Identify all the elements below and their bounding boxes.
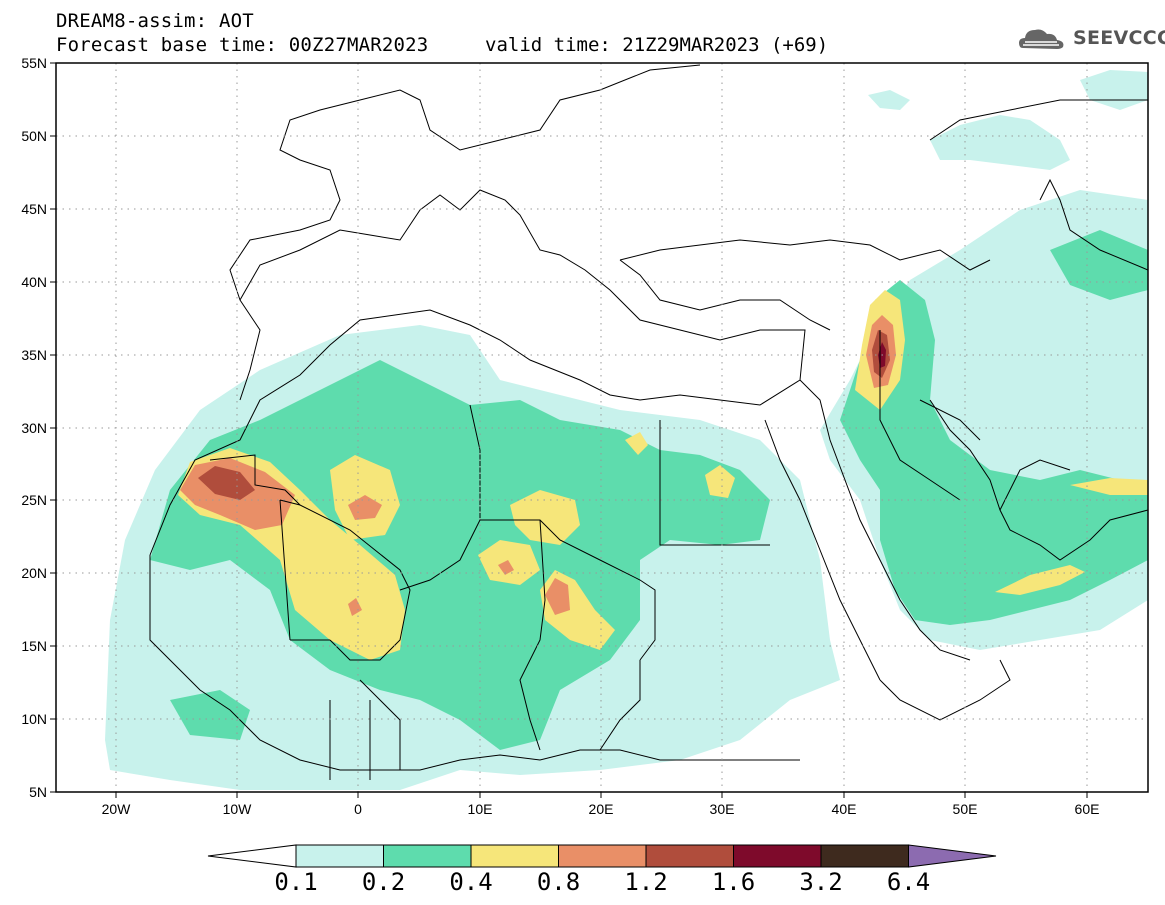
lon-label-50e: 50E <box>953 801 978 817</box>
lat-label-40n: 40N <box>21 274 47 290</box>
lon-label-10e: 10E <box>468 801 493 817</box>
forecast-base-time: Forecast base time: 00Z27MAR2023 <box>56 34 429 56</box>
colorbar-under-arrow <box>207 844 297 868</box>
axis-ticks <box>50 62 1088 798</box>
colorbar-seg-0 <box>295 844 384 868</box>
lon-label-10w: 10W <box>223 801 253 817</box>
logo-text: SEEVCCC <box>1073 27 1165 49</box>
colorbar-label-3.2: 3.2 <box>799 868 843 896</box>
lat-label-25n: 25N <box>21 492 47 508</box>
cloud-logo-icon <box>1019 29 1064 49</box>
colorbar-label-6.4: 6.4 <box>886 868 931 896</box>
lat-label-5n: 5N <box>29 784 47 800</box>
colorbar-over-arrow <box>908 844 997 868</box>
colorbar-seg-5 <box>733 844 822 868</box>
map-title: DREAM8-assim: AOT <box>56 10 254 32</box>
colorbar-label-1.2: 1.2 <box>624 868 668 896</box>
aot-level-0.2 <box>150 230 1148 750</box>
lat-label-30n: 30N <box>21 420 47 436</box>
graticule <box>56 63 1148 792</box>
lon-label-20w: 20W <box>102 801 132 817</box>
coastlines-and-borders <box>149 64 1148 780</box>
colorbar <box>207 844 997 868</box>
lat-label-15n: 15N <box>21 638 47 654</box>
lat-label-50n: 50N <box>21 128 47 144</box>
colorbar-seg-1 <box>383 844 472 868</box>
colorbar-label-0.1: 0.1 <box>274 868 318 896</box>
colorbar-label-0.4: 0.4 <box>449 868 493 896</box>
lat-label-35n: 35N <box>21 347 47 363</box>
lat-label-45n: 45N <box>21 201 47 217</box>
lat-label-10n: 10N <box>21 711 47 727</box>
lon-label-0: 0 <box>354 801 362 817</box>
colorbar-label-1.6: 1.6 <box>711 868 756 896</box>
colorbar-seg-2 <box>470 844 559 868</box>
lon-label-60e: 60E <box>1075 801 1100 817</box>
colorbar-seg-6 <box>820 844 909 868</box>
lon-label-20e: 20E <box>589 801 614 817</box>
colorbar-label-0.8: 0.8 <box>536 868 581 896</box>
colorbar-seg-3 <box>558 844 647 868</box>
aot-field <box>105 70 1148 790</box>
lat-label-55n: 55N <box>21 55 47 71</box>
lat-label-20n: 20N <box>21 565 47 581</box>
colorbar-seg-4 <box>645 844 734 868</box>
valid-time: valid time: 21Z29MAR2023 (+69) <box>485 34 829 56</box>
lon-label-40e: 40E <box>832 801 857 817</box>
lon-label-30e: 30E <box>710 801 735 817</box>
colorbar-label-0.2: 0.2 <box>361 868 406 896</box>
